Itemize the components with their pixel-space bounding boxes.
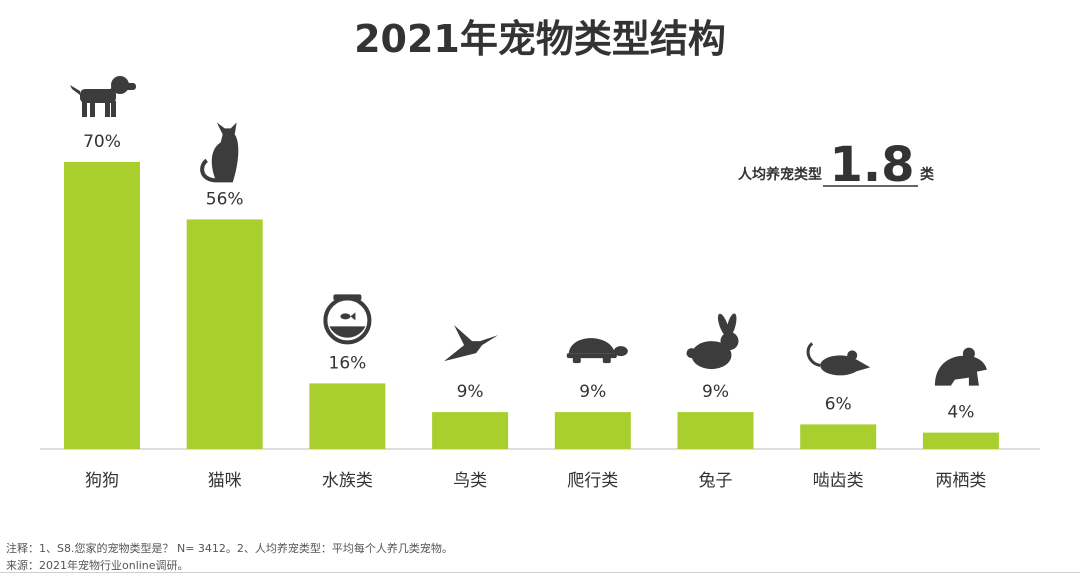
bars-group xyxy=(64,162,999,449)
category-label-5: 爬行类 xyxy=(567,471,618,491)
value-label-3: 16% xyxy=(329,353,367,373)
stat-label: 人均养宠类型 xyxy=(738,166,822,183)
bar-7 xyxy=(800,424,877,449)
stat-value: 1.8 xyxy=(829,137,914,193)
category-label-3: 水族类 xyxy=(322,471,373,491)
category-label-4: 鸟类 xyxy=(453,471,487,491)
value-label-2: 56% xyxy=(206,189,244,209)
category-label-2: 猫咪 xyxy=(208,471,242,491)
bar-5 xyxy=(554,412,631,449)
rabbit-icon xyxy=(686,313,739,370)
category-labels-group: 狗狗 猫咪 水族类 鸟类 爬行类 兔子 啮齿类 两栖类 xyxy=(85,471,986,491)
category-label-8: 两栖类 xyxy=(935,471,986,491)
frog-icon xyxy=(934,347,987,386)
icons-group xyxy=(70,76,987,386)
rodent-icon xyxy=(806,342,871,376)
category-label-1: 狗狗 xyxy=(85,471,119,491)
value-label-8: 4% xyxy=(947,403,974,423)
per-capita-stat: 人均养宠类型 1.8 类 xyxy=(738,137,935,193)
dog-icon xyxy=(70,76,136,117)
turtle-icon xyxy=(566,338,628,364)
value-labels-group: 70% 56% 16% 9% 9% 9% 6% 4% xyxy=(83,132,974,423)
bar-6 xyxy=(677,412,754,449)
value-label-6: 9% xyxy=(702,382,729,402)
bar-3 xyxy=(309,383,386,449)
bar-1 xyxy=(64,162,140,449)
bar-4 xyxy=(432,412,509,449)
value-label-1: 70% xyxy=(83,132,121,152)
value-label-7: 6% xyxy=(825,394,852,414)
bottom-divider xyxy=(0,572,1080,573)
fishbowl-icon xyxy=(323,294,372,345)
cat-icon xyxy=(200,122,239,183)
bird-icon xyxy=(444,325,499,362)
value-label-5: 9% xyxy=(579,382,606,402)
value-label-4: 9% xyxy=(457,382,484,402)
category-label-6: 兔子 xyxy=(699,471,733,491)
category-label-7: 啮齿类 xyxy=(813,471,864,491)
footnote: 注释：1、S8.您家的宠物类型是？ N= 3412。2、人均养宠类型：平均每个人… xyxy=(6,542,453,555)
bar-8 xyxy=(922,432,999,449)
source-note: 来源：2021年宠物行业online调研。 xyxy=(6,559,189,572)
stat-unit: 类 xyxy=(920,166,935,183)
bar-2 xyxy=(186,219,263,449)
chart-title: 2021年宠物类型结构 xyxy=(354,17,726,61)
